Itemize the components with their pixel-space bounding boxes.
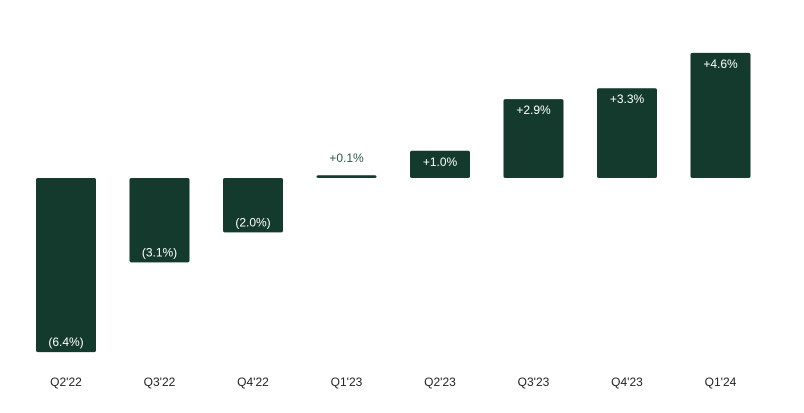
bar-8 bbox=[690, 52, 751, 178]
x-tick-label-2: Q3'22 bbox=[144, 375, 176, 389]
bars-group bbox=[36, 52, 751, 353]
bar-6 bbox=[503, 99, 564, 178]
x-tick-label-6: Q3'23 bbox=[518, 375, 550, 389]
bar-1 bbox=[36, 178, 96, 353]
value-label-3: (2.0%) bbox=[235, 215, 270, 229]
x-tick-label-1: Q2'22 bbox=[50, 375, 82, 389]
bar-3 bbox=[223, 178, 283, 233]
x-tick-label-8: Q1'24 bbox=[705, 375, 737, 389]
value-label-2: (3.1%) bbox=[142, 245, 177, 259]
value-label-4: +0.1% bbox=[329, 151, 364, 165]
x-tick-label-7: Q4'23 bbox=[611, 375, 643, 389]
value-label-1: (6.4%) bbox=[48, 335, 83, 349]
value-label-7: +3.3% bbox=[610, 92, 645, 106]
value-label-6: +2.9% bbox=[516, 103, 551, 117]
bar-2 bbox=[129, 178, 190, 263]
bar-4 bbox=[316, 175, 377, 178]
value-label-8: +4.6% bbox=[703, 57, 738, 71]
value-label-5: +1.0% bbox=[423, 155, 458, 169]
bar-7 bbox=[597, 88, 657, 178]
bar-5 bbox=[410, 150, 470, 178]
x-axis-ticks: Q2'22 Q3'22 Q4'22 Q1'23 Q2'23 Q3'23 Q4'23 Q1'24 bbox=[50, 375, 736, 389]
x-tick-label-3: Q4'22 bbox=[237, 375, 269, 389]
value-labels-group: (6.4%) (3.1%) (2.0%) +0.1% +1.0% +2.9% +3.3% +4… bbox=[48, 57, 738, 349]
x-tick-label-4: Q1'23 bbox=[331, 375, 363, 389]
x-tick-label-5: Q2'23 bbox=[424, 375, 456, 389]
